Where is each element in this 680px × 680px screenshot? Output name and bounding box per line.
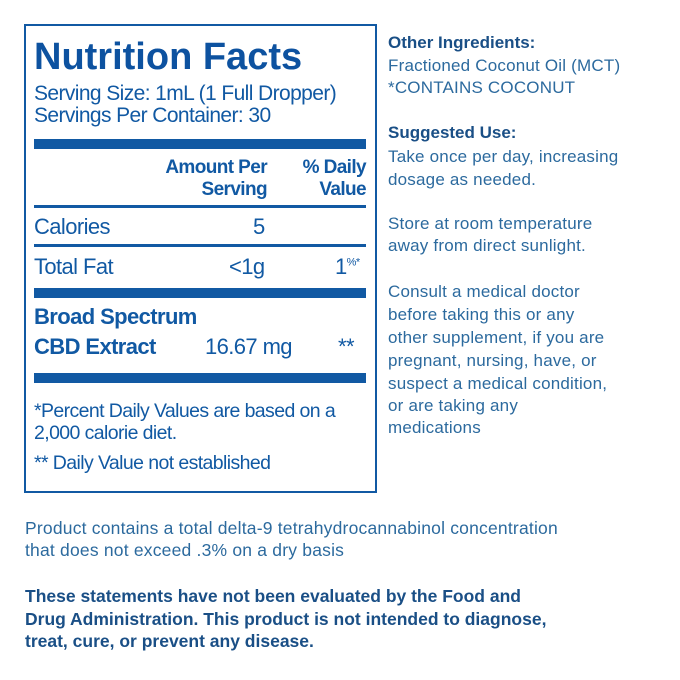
header-daily-value: % Daily Value [302, 157, 367, 201]
disclaimer-line: These statements have not been evaluated… [25, 586, 521, 606]
divider-thick [34, 288, 366, 298]
use-line: Take once per day, increasing [388, 147, 619, 166]
use-heading: Suggested Use: [388, 123, 517, 142]
row-amount-total-fat: <1g [229, 254, 265, 279]
label-title: Nutrition Facts [34, 36, 303, 78]
dv-mark: %* [346, 256, 360, 269]
consult-line: other supplement, if you are [388, 328, 605, 347]
cbd-amount: 16.67 mg [205, 334, 293, 359]
row-name-total-fat: Total Fat [34, 254, 114, 279]
consult-line: medications [388, 418, 481, 437]
divider-thick [34, 373, 366, 383]
row-amount-calories: 5 [253, 214, 265, 239]
consult-line: Consult a medical doctor [388, 282, 580, 301]
footnote-line1: *Percent Daily Values are based on a [34, 400, 336, 422]
header-dv-line2: Value [319, 179, 366, 200]
disclaimer-line: Drug Administration. This product is not… [25, 609, 547, 629]
divider-thick [34, 139, 366, 149]
consult-line: pregnant, nursing, have, or [388, 351, 597, 370]
header-amount: Amount Per Serving [165, 157, 267, 201]
consult-line: suspect a medical condition, [388, 374, 608, 393]
header-dv-line1: % Daily [302, 157, 367, 178]
cbd-dv: ** [338, 334, 355, 359]
consult-line: or are taking any [388, 396, 519, 415]
cbd-name-line1: Broad Spectrum [34, 304, 197, 329]
dv-value: 1 [335, 254, 347, 279]
thc-line: Product contains a total delta-9 tetrahy… [25, 518, 558, 538]
storage-line: Store at room temperature [388, 214, 593, 233]
footnote-line2: 2,000 calorie diet. [34, 422, 177, 444]
ingredients-line: *CONTAINS COCONUT [388, 78, 576, 97]
row-dv-total-fat: 1%* [335, 254, 360, 280]
servings-per-container: Servings Per Container: 30 [34, 104, 271, 127]
divider-thin [34, 244, 366, 247]
use-line: dosage as needed. [388, 170, 537, 189]
divider-thin [34, 205, 366, 208]
footnote-line3: ** Daily Value not established [34, 452, 271, 474]
ingredients-heading: Other Ingredients: [388, 33, 536, 52]
cbd-name-line2: CBD Extract [34, 334, 156, 359]
nutrition-facts-panel [24, 24, 377, 493]
serving-size: Serving Size: 1mL (1 Full Dropper) [34, 82, 337, 105]
row-name-calories: Calories [34, 214, 111, 239]
consult-line: before taking this or any [388, 305, 575, 324]
thc-line: that does not exceed .3% on a dry basis [25, 540, 345, 560]
header-amount-line2: Serving [201, 179, 268, 200]
storage-line: away from direct sunlight. [388, 236, 586, 255]
header-amount-line1: Amount Per [165, 157, 267, 178]
ingredients-line: Fractioned Coconut Oil (MCT) [388, 56, 621, 75]
disclaimer-line: treat, cure, or prevent any disease. [25, 631, 314, 651]
